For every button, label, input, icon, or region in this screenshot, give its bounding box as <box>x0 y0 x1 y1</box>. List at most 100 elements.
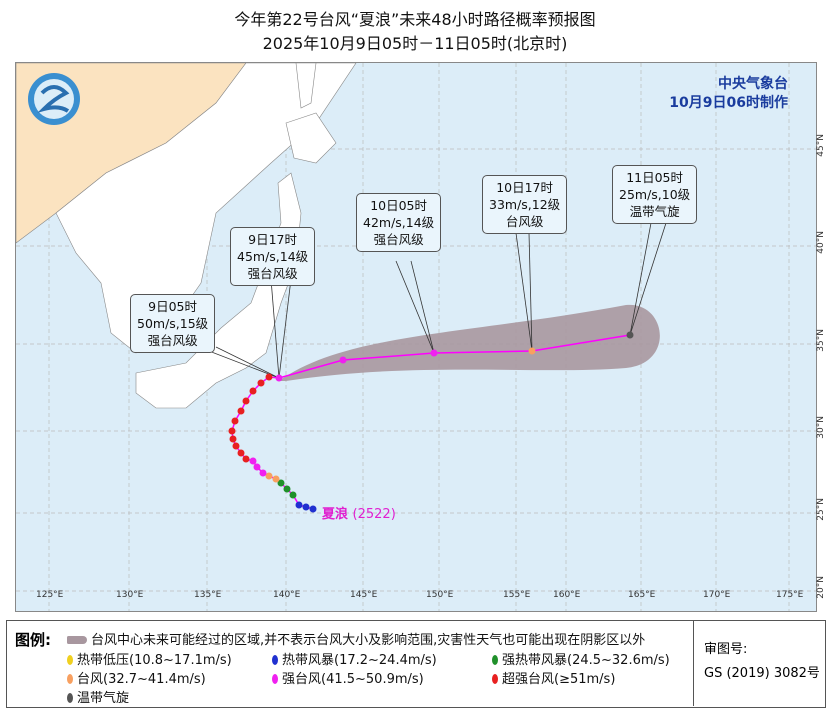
agency-name: 中央气象台 <box>718 76 788 92</box>
legend: 图例: 台风中心未来可能经过的区域,并不表示台风大小及影响范围,灾害性天气也可能… <box>6 620 826 708</box>
track-point <box>237 449 245 457</box>
track-point <box>257 379 265 387</box>
callout-time: 9日17时 <box>248 232 298 247</box>
track-point <box>242 455 250 463</box>
callout-leader-line <box>270 278 280 379</box>
callout-wind: 50m/s,15级 <box>137 316 209 331</box>
typhoon-symbol-icon <box>67 655 73 665</box>
longitude-label: 165°E <box>628 590 656 600</box>
legend-item-label: 热带低压(10.8~17.1m/s) <box>77 653 232 668</box>
typhoon-symbol-icon <box>67 693 73 703</box>
latitude-label: 30°N <box>816 416 826 439</box>
callout-leader-line <box>629 222 652 336</box>
track-point <box>265 373 273 381</box>
legend-item: 热带低压(10.8~17.1m/s) <box>67 649 232 668</box>
legend-cone: 台风中心未来可能经过的区域,并不表示台风大小及影响范围,灾害性天气也可能出现在阴… <box>67 629 645 648</box>
track-point <box>289 491 297 499</box>
track-point <box>232 442 240 450</box>
track-point <box>430 349 438 357</box>
forecast-callout-2: 9日17时 45m/s,14级 强台风级 <box>230 227 316 286</box>
typhoon-symbol-icon <box>492 655 498 665</box>
legend-item: 超强台风(≥51m/s) <box>492 668 615 687</box>
track-point <box>249 387 257 395</box>
track-point <box>339 356 347 364</box>
track-point <box>249 457 257 465</box>
typhoon-symbol-icon <box>272 674 278 684</box>
latitude-label: 25°N <box>816 498 826 521</box>
forecast-callout-1: 9日05时 50m/s,15级 强台风级 <box>130 294 216 353</box>
longitude-label: 135°E <box>194 590 222 600</box>
legend-item: 强台风(41.5~50.9m/s) <box>272 668 424 687</box>
callout-time: 11日05时 <box>626 170 683 185</box>
cma-logo <box>28 73 80 125</box>
sakhalin-land <box>295 63 317 109</box>
callout-grade: 强台风级 <box>147 333 198 348</box>
callout-leader-line <box>528 232 533 352</box>
track-point <box>229 435 237 443</box>
callout-grade: 强台风级 <box>247 266 298 281</box>
typhoon-symbol-icon <box>492 674 498 684</box>
track-point <box>231 417 239 425</box>
track-point <box>275 374 283 382</box>
longitude-label: 170°E <box>703 590 731 600</box>
callout-leader-line <box>629 222 667 336</box>
legend-header: 图例: <box>15 631 51 649</box>
approval-label: 审图号: <box>704 642 748 657</box>
legend-item-label: 热带风暴(17.2~24.4m/s) <box>282 653 437 668</box>
approval-box: 审图号: GS (2019) 3082号 <box>693 620 825 706</box>
callout-wind: 25m/s,10级 <box>619 187 691 202</box>
latitude-label: 45°N <box>816 134 826 157</box>
korea-land <box>55 63 357 354</box>
callout-leader-line <box>278 278 292 379</box>
legend-item: 台风(32.7~41.4m/s) <box>67 668 206 687</box>
longitude-label: 125°E <box>36 590 64 600</box>
map-subtitle: 2025年10月9日05时－11日05时(北京时) <box>262 34 568 53</box>
callout-wind: 42m/s,14级 <box>363 215 435 230</box>
typhoon-symbol-icon <box>272 655 278 665</box>
callout-wind: 33m/s,12级 <box>489 197 561 212</box>
legend-item: 热带风暴(17.2~24.4m/s) <box>272 649 437 668</box>
map-title: 今年第22号台风“夏浪”未来48小时路径概率预报图 <box>234 10 596 29</box>
longitude-label: 175°E <box>776 590 804 600</box>
track-point <box>237 407 245 415</box>
track-point <box>242 397 250 405</box>
track-point <box>309 505 317 513</box>
track-point <box>626 331 634 339</box>
forecast-callout-5: 11日05时 25m/s,10级 温带气旋 <box>612 165 698 224</box>
latitude-label: 35°N <box>816 329 826 352</box>
legend-item: 温带气旋 <box>67 687 129 706</box>
track-point <box>295 501 303 509</box>
longitude-label: 150°E <box>426 590 454 600</box>
track-point <box>265 472 273 480</box>
longitude-label: 145°E <box>350 590 378 600</box>
track-point <box>302 503 310 511</box>
cone-icon <box>67 636 87 644</box>
legend-cone-label: 台风中心未来可能经过的区域,并不表示台风大小及影响范围,灾害性天气也可能出现在阴… <box>91 633 646 648</box>
legend-item-label: 台风(32.7~41.4m/s) <box>77 672 206 687</box>
callout-leader-line <box>215 346 280 379</box>
callout-time: 10日05时 <box>370 198 427 213</box>
callout-grade: 台风级 <box>505 214 544 229</box>
latitude-label: 40°N <box>816 231 826 254</box>
track-point <box>277 479 285 487</box>
track-point <box>272 475 280 483</box>
probability-cone <box>279 304 660 381</box>
forecast-callout-4: 10日17时 33m/s,12级 台风级 <box>482 175 568 234</box>
callout-leader-line <box>410 260 435 354</box>
storm-code: (2522) <box>352 507 396 522</box>
latitude-label: 20°N <box>816 576 826 599</box>
callout-grade: 强台风级 <box>373 232 424 247</box>
track-point <box>228 427 236 435</box>
hokkaido-land <box>285 112 337 164</box>
callout-grade: 温带气旋 <box>629 204 680 219</box>
track-point <box>253 463 261 471</box>
storm-label: 夏浪 (2522) <box>322 503 396 522</box>
issue-time: 10月9日06时制作 <box>669 95 788 111</box>
legend-item-label: 温带气旋 <box>77 691 130 706</box>
callout-leader-line <box>395 260 435 354</box>
callout-time: 10日17时 <box>496 180 553 195</box>
longitude-label: 140°E <box>273 590 301 600</box>
callout-leader-line <box>515 232 533 352</box>
track-point <box>259 469 267 477</box>
typhoon-symbol-icon <box>67 674 73 684</box>
